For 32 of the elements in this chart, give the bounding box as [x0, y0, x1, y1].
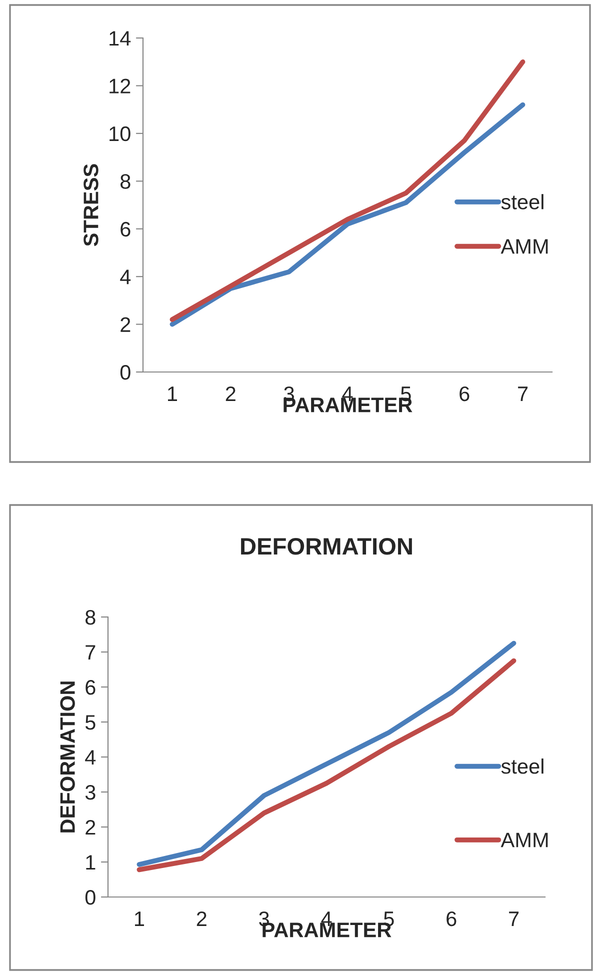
y-tick-label: 4 [120, 270, 131, 284]
legend-label: steel [501, 194, 544, 210]
y-tick-label: 8 [120, 174, 130, 189]
y-tick-label: 2 [120, 317, 130, 332]
y-axis-title: DEFORMATION [60, 682, 75, 832]
y-tick-label: 8 [86, 610, 96, 625]
y-tick-label: 12 [110, 78, 130, 94]
y-axis-title: STRESS [84, 164, 98, 246]
y-tick-label: 6 [120, 222, 130, 237]
legend-label: AMM [500, 832, 548, 848]
y-tick-label: 10 [110, 126, 130, 142]
y-tick-label: 0 [85, 890, 96, 905]
x-tick-label: 1 [168, 386, 177, 401]
x-tick-label: 6 [460, 386, 470, 402]
y-tick-label: 14 [110, 31, 131, 46]
y-tick-label: 1 [86, 855, 96, 870]
chart-title: DEFORMATION [241, 538, 412, 555]
y-tick-label: 0 [120, 365, 130, 380]
legend-label: steel [501, 758, 544, 774]
x-tick-label: 7 [518, 386, 528, 401]
x-tick-label: 2 [196, 911, 206, 926]
x-tick-label: 1 [135, 912, 144, 926]
y-tick-label: 6 [86, 680, 96, 695]
x-tick-label: 2 [226, 386, 236, 401]
x-tick-label: 7 [509, 912, 519, 926]
y-tick-label: 5 [85, 715, 96, 730]
y-tick-label: 2 [86, 820, 96, 835]
y-tick-label: 4 [85, 750, 96, 765]
y-tick-label: 7 [86, 645, 96, 660]
y-tick-label: 3 [85, 785, 96, 800]
legend-label: AMM [500, 239, 548, 254]
x-tick-label: 6 [446, 911, 456, 926]
